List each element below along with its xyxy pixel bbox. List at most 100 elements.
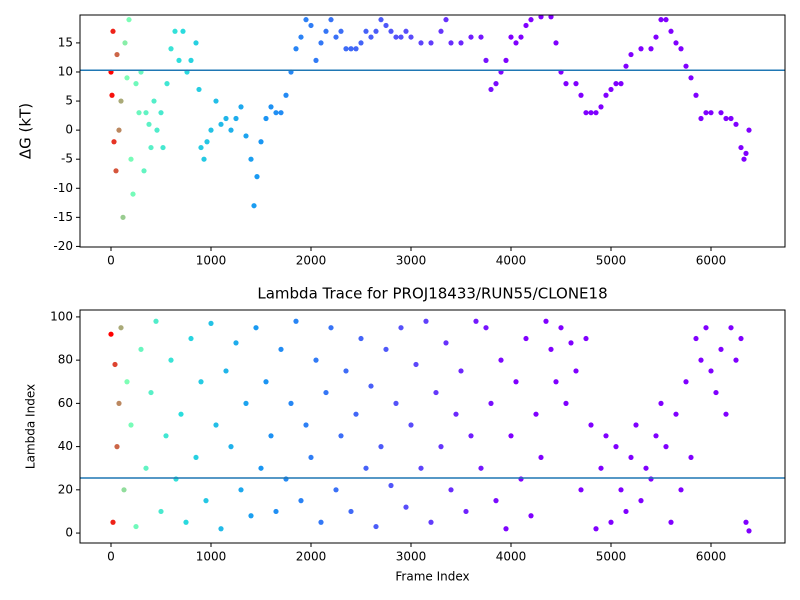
point — [478, 34, 484, 40]
point — [238, 487, 244, 493]
point — [523, 335, 529, 342]
point — [463, 508, 469, 515]
point — [278, 110, 284, 116]
point — [603, 92, 609, 98]
point — [583, 110, 589, 116]
point — [453, 411, 459, 417]
x-tick-label: 6000 — [696, 550, 727, 564]
point — [273, 508, 279, 515]
point — [538, 454, 544, 461]
point — [673, 411, 679, 417]
x-tick-label: 0 — [107, 254, 115, 268]
point — [116, 400, 122, 406]
point — [683, 379, 689, 385]
point — [568, 340, 574, 346]
point — [151, 98, 157, 104]
point — [718, 110, 724, 116]
point — [743, 519, 749, 525]
point — [110, 28, 116, 34]
point — [618, 487, 624, 493]
point — [383, 22, 389, 29]
point — [468, 433, 474, 439]
point — [303, 17, 309, 23]
point — [503, 526, 509, 532]
point — [418, 465, 424, 471]
point — [746, 127, 752, 133]
point — [223, 368, 229, 374]
point — [136, 110, 142, 116]
point — [328, 17, 334, 23]
point — [118, 98, 124, 104]
point — [158, 110, 164, 116]
point — [180, 28, 186, 34]
point — [109, 92, 115, 98]
point — [473, 318, 479, 324]
point — [708, 110, 714, 116]
point — [218, 526, 224, 532]
x-tick-label: 2000 — [296, 550, 327, 564]
y-axis-label: Lambda Index — [24, 384, 38, 469]
x-tick-label: 6000 — [696, 254, 727, 268]
point — [178, 411, 184, 417]
point — [508, 433, 514, 439]
point — [613, 81, 619, 87]
point — [653, 433, 659, 439]
point — [443, 17, 449, 23]
point — [698, 115, 704, 122]
point — [278, 346, 284, 352]
point — [303, 422, 309, 428]
point — [172, 28, 178, 34]
point — [503, 57, 509, 63]
point — [458, 40, 464, 46]
point — [113, 168, 119, 174]
point — [378, 444, 384, 450]
y-tick-label: 100 — [50, 309, 73, 323]
point — [713, 389, 719, 396]
point — [628, 51, 634, 58]
point — [133, 81, 139, 87]
point — [108, 331, 114, 337]
point — [548, 15, 554, 20]
x-tick-label: 4000 — [496, 550, 527, 564]
point — [114, 444, 120, 450]
x-tick-label: 3000 — [396, 254, 427, 268]
point — [298, 498, 304, 504]
point — [114, 51, 120, 58]
point — [148, 144, 154, 151]
point — [623, 508, 629, 515]
y-tick-label: -5 — [61, 152, 73, 166]
point — [121, 487, 127, 493]
point — [193, 454, 199, 461]
point — [393, 400, 399, 406]
point — [253, 325, 259, 331]
point — [116, 127, 122, 133]
x-tick-label: 3000 — [396, 550, 427, 564]
point — [348, 46, 354, 52]
point — [160, 144, 166, 151]
point — [268, 433, 274, 439]
point — [248, 513, 254, 519]
point — [233, 115, 239, 122]
point — [688, 75, 694, 81]
plot-area — [108, 15, 752, 220]
point — [188, 335, 194, 342]
point — [741, 156, 747, 162]
point — [523, 22, 529, 29]
point — [648, 46, 654, 52]
point — [110, 519, 116, 525]
y-tick-label: -20 — [53, 239, 73, 253]
point — [423, 318, 429, 324]
point — [148, 389, 154, 396]
point — [223, 115, 229, 122]
point — [746, 528, 752, 534]
point — [338, 433, 344, 439]
point — [673, 40, 679, 46]
point — [154, 127, 160, 133]
point — [164, 81, 170, 87]
point — [268, 104, 274, 110]
point — [318, 40, 324, 46]
point — [728, 115, 734, 122]
point — [593, 110, 599, 116]
point — [130, 191, 136, 197]
point — [388, 482, 394, 489]
